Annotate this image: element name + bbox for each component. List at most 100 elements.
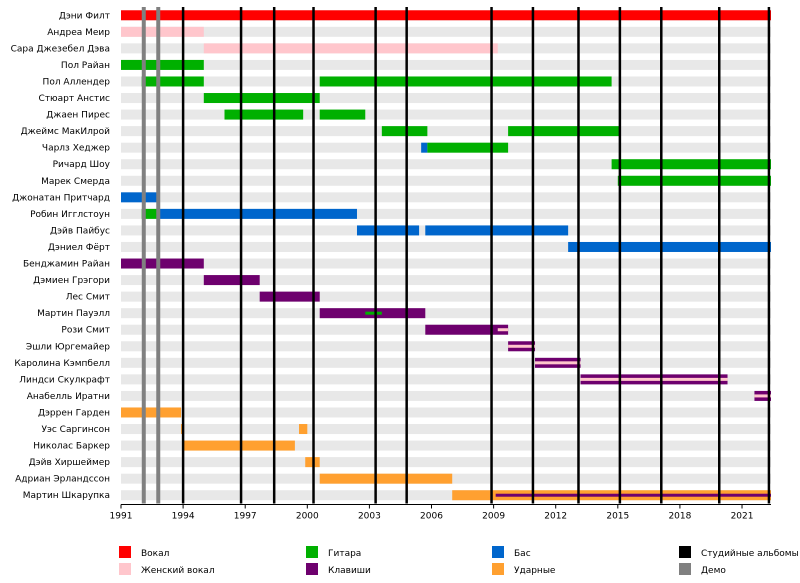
member-bar [427,142,509,153]
member-label: Сара Джезебел Дэва [11,44,110,54]
legend-swatch [492,563,504,575]
member-bar [299,424,308,435]
member-bar [356,225,420,236]
member-label: Чарлз Хеджер [42,144,110,154]
member-label: Пол Райан [61,61,110,71]
row-stripe [121,291,771,302]
legend-swatch [679,546,691,558]
member-label: Дэррен Гарден [38,408,110,418]
member-label: Линдси Скулкрафт [19,375,110,385]
legend-label: Гитара [328,549,361,559]
member-bar-overlay [754,394,771,398]
member-bar-overlay [497,328,509,332]
member-label: Лес Смит [66,293,110,303]
row-stripe [121,93,771,104]
x-tick-label: 2006 [420,512,443,522]
member-bar [141,208,159,219]
row-stripe [121,159,771,170]
member-bar [319,109,366,120]
legend-label: Бас [514,549,531,559]
row-stripe [121,26,771,37]
member-label: Николас Баркер [33,442,110,452]
member-bar [158,208,357,219]
member-bar-overlay [508,344,536,348]
member-bar [381,126,428,137]
member-label: Адриан Эрландссон [15,475,110,485]
row-stripe [121,424,771,435]
member-bar [203,275,260,286]
member-bars [121,10,771,501]
member-label: Дэйв Пайбус [50,226,110,236]
member-label: Каролина Кэмпбелл [14,359,110,369]
legend-label: Клавиши [328,566,371,576]
member-bar [203,43,498,54]
x-tick-label: 2018 [668,512,691,522]
row-stripe [121,374,771,385]
member-label: Марек Смерда [41,177,110,187]
member-bar-overlay [365,311,382,315]
member-label: Бенджамин Райан [23,260,110,270]
member-bar-overlay [495,493,771,497]
legend-swatch [679,563,691,575]
legend-swatch [119,563,131,575]
legend-label: Женский вокал [141,566,215,576]
release-lines [141,7,771,504]
member-label: Джеймс МакИлрой [21,127,111,137]
row-stripe [121,490,771,501]
member-bar [611,159,771,170]
row-stripe [121,440,771,451]
member-label: Дэйв Хиршеймер [29,458,111,468]
legend: Вокал Женский вокал Гитара Клавиши Бас Ударны… [119,546,799,576]
legend-label: Студийные альбомы [701,549,799,559]
member-bar [121,26,204,37]
member-label: Андреа Меир [47,28,110,38]
row-stripe [121,241,771,252]
x-tick-label: 2021 [731,512,754,522]
member-bar [259,291,320,302]
member-bar [183,440,295,451]
member-label: Стюарт Анстис [39,94,111,104]
row-stripe [121,341,771,352]
member-bar [121,59,204,70]
member-bar [508,126,620,137]
legend-label: Ударные [514,566,556,576]
member-bar-overlay [580,377,728,381]
member-bar [141,76,204,87]
member-labels: Дэни Филт Андреа Меир Сара Джезебел Дэва По… [11,11,111,501]
row-stripe [121,175,771,186]
member-bar [121,10,771,21]
member-label: Джонатан Притчард [12,193,110,203]
member-label: Джаен Пирес [46,111,110,121]
member-bar [121,407,182,418]
member-label: Дэмиен Грэгори [33,276,110,286]
member-label: Ричард Шоу [53,160,111,170]
member-label: Дэни Филт [59,11,110,21]
member-bar [425,225,569,236]
member-label: Дэниел Фёрт [48,243,110,253]
member-bar [121,192,159,203]
member-bar [203,93,320,104]
member-label: Рози Смит [61,326,110,336]
row-stripe [121,59,771,70]
row-stripe [121,390,771,401]
member-bar [568,241,771,252]
member-bar [319,473,453,484]
member-bar [224,109,304,120]
member-label: Мартин Шкарупка [23,491,110,501]
row-stripe [121,457,771,468]
member-bar [617,175,771,186]
x-tick-label: 2009 [482,512,505,522]
member-bar [121,258,204,269]
legend-label: Демо [701,566,726,576]
member-label: Эшли Юргемайер [26,342,110,352]
x-tick-label: 2003 [358,512,381,522]
x-tick-label: 2015 [606,512,629,522]
legend-label: Вокал [141,549,169,559]
row-stripe [121,126,771,137]
row-stripe [121,407,771,418]
member-bar [319,76,612,87]
member-label: Робин Игглстоун [30,210,110,220]
x-axis: 1991 1994 1997 2000 2003 2006 2009 2012 2015 2018… [110,504,771,522]
member-label: Пол Аллендер [43,77,111,87]
